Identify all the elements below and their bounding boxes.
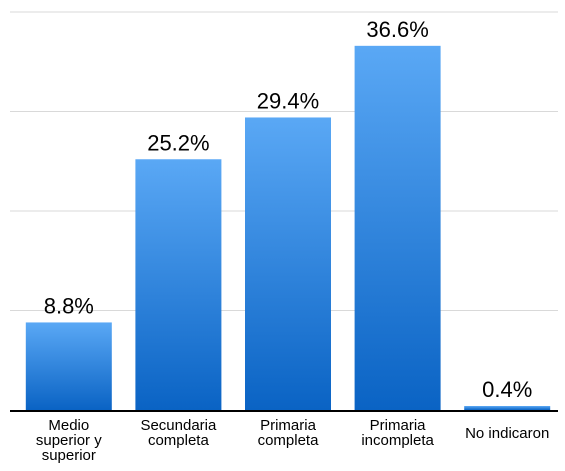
category-label-2: Primaria completa bbox=[258, 417, 320, 449]
category-label-0-line-1: superior y bbox=[36, 432, 102, 449]
category-label-2-line-1: completa bbox=[258, 432, 320, 449]
data-label-1: 25.2% bbox=[147, 130, 209, 155]
data-labels: 8.8% 25.2% 29.4% 36.6% 0.4% bbox=[44, 17, 533, 402]
category-label-1-line-1: completa bbox=[148, 432, 210, 449]
category-label-1: Secundaria completa bbox=[140, 417, 217, 449]
category-label-2-line-0: Primaria bbox=[260, 417, 316, 434]
category-label-3-line-0: Primaria bbox=[370, 417, 426, 434]
data-label-0: 8.8% bbox=[44, 293, 94, 318]
data-label-4: 0.4% bbox=[482, 377, 532, 402]
category-label-4: No indicaron bbox=[465, 425, 549, 442]
category-label-0-line-0: Medio bbox=[48, 417, 89, 434]
data-label-3: 36.6% bbox=[366, 17, 428, 42]
category-label-3: Primaria incompleta bbox=[361, 417, 434, 449]
data-label-2: 29.4% bbox=[257, 88, 319, 113]
bars bbox=[25, 45, 551, 411]
category-label-3-line-1: incompleta bbox=[361, 432, 434, 449]
bar-0 bbox=[25, 322, 112, 410]
bar-1 bbox=[135, 159, 222, 410]
bar-2 bbox=[245, 117, 331, 410]
category-label-0: Medio superior y superior bbox=[36, 417, 102, 464]
category-label-4-line-0: No indicaron bbox=[465, 425, 549, 442]
bar-4 bbox=[464, 406, 551, 410]
category-label-0-line-2: superior bbox=[42, 447, 96, 464]
category-label-1-line-0: Secundaria bbox=[140, 417, 217, 434]
bar-3 bbox=[354, 45, 441, 411]
